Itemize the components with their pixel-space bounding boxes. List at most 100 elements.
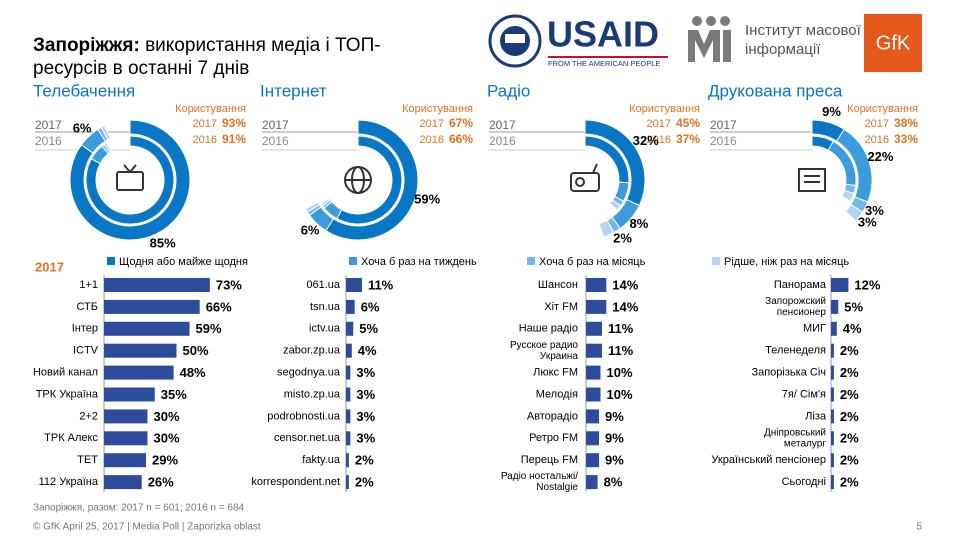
item-label: podrobnosti.ua bbox=[267, 410, 341, 422]
ring-label: 32% bbox=[633, 133, 659, 148]
item-label: Люкс FM bbox=[533, 367, 578, 379]
bar bbox=[586, 475, 598, 490]
item-label: fakty.ua bbox=[302, 454, 341, 466]
bar-value: 66% bbox=[206, 299, 232, 314]
bar-value: 30% bbox=[154, 431, 180, 446]
bar-value: 48% bbox=[180, 365, 206, 380]
item-label: korrespondent.net bbox=[251, 476, 340, 488]
bar bbox=[831, 453, 834, 468]
usage-year: 2016 bbox=[647, 134, 671, 146]
item-label: tsn.ua bbox=[310, 301, 341, 313]
bar bbox=[346, 475, 349, 490]
usage-label: Користування bbox=[175, 103, 246, 115]
item-label: zabor.zp.ua bbox=[283, 345, 341, 357]
donut: 9% 22% 3%3% bbox=[798, 104, 894, 229]
bar-value: 14% bbox=[612, 299, 638, 314]
bar-value: 50% bbox=[183, 343, 209, 358]
bar bbox=[586, 321, 602, 336]
usage-label: Користування bbox=[402, 103, 473, 115]
bar-value: 11% bbox=[608, 343, 634, 358]
item-label: металург bbox=[784, 438, 826, 449]
ring-segment bbox=[103, 142, 113, 154]
imi-logo bbox=[688, 16, 731, 62]
bar bbox=[346, 431, 351, 446]
item-label: Панорама bbox=[774, 279, 827, 291]
year-label: 2017 bbox=[710, 118, 737, 132]
usaid-text: USAID bbox=[547, 14, 659, 55]
bar-value: 2% bbox=[840, 475, 859, 490]
bar-value: 12% bbox=[854, 277, 880, 292]
bar bbox=[346, 453, 349, 468]
icon-part bbox=[116, 171, 144, 191]
usage-value: 37% bbox=[676, 132, 700, 146]
ring-label: 6% bbox=[301, 222, 320, 237]
bar-value: 10% bbox=[607, 365, 633, 380]
usage-value: 93% bbox=[222, 116, 246, 130]
item-label: Сьогодні bbox=[782, 476, 826, 488]
ring-label: 6% bbox=[73, 120, 92, 135]
bar bbox=[104, 387, 155, 402]
panel-title: Друкована преса bbox=[708, 81, 843, 100]
bar-value: 4% bbox=[358, 343, 377, 358]
year-label: 2016 bbox=[262, 134, 289, 148]
ring-label: 3% bbox=[865, 203, 884, 218]
ring-segment bbox=[100, 125, 112, 141]
item-label: Мелодія bbox=[536, 388, 578, 400]
item-label: misto.zp.ua bbox=[284, 388, 341, 400]
gfk-logo bbox=[864, 14, 922, 72]
item-label: Наше радіо bbox=[519, 323, 578, 335]
bar-value: 11% bbox=[608, 321, 634, 336]
ring-segment bbox=[69, 119, 191, 241]
icon-part bbox=[570, 172, 600, 192]
bar-value: 4% bbox=[843, 321, 862, 336]
bar bbox=[104, 365, 174, 380]
year-label: 2017 bbox=[489, 118, 516, 132]
legend-label: Щодня або майже щодня bbox=[119, 256, 248, 268]
item-label: ТРК Україна bbox=[36, 388, 99, 400]
icon-part bbox=[123, 164, 131, 173]
item-label: Ретро FM bbox=[529, 432, 578, 444]
item-label: пенсионер bbox=[777, 307, 827, 318]
usage-value: 91% bbox=[222, 132, 246, 146]
bar bbox=[104, 278, 210, 292]
usaid-logo bbox=[488, 14, 668, 68]
donut: 59% 6% bbox=[301, 119, 441, 241]
icon-part bbox=[798, 168, 826, 192]
bar-value: 2% bbox=[840, 431, 859, 446]
bar-value: 11% bbox=[368, 277, 394, 292]
bar bbox=[831, 278, 849, 292]
bar bbox=[586, 365, 601, 380]
bar bbox=[346, 321, 354, 336]
year-label: 2016 bbox=[710, 134, 737, 148]
bar-value: 2% bbox=[840, 453, 859, 468]
item-label: censor.net.ua bbox=[274, 432, 341, 444]
title-line: ресурсів в останні 7 днів bbox=[33, 58, 249, 79]
bar bbox=[586, 278, 607, 292]
bar-value: 29% bbox=[152, 453, 178, 468]
item-label: Дніпровський bbox=[764, 427, 826, 438]
panel-title: Телебачення bbox=[33, 81, 135, 100]
item-label: Nostalgie bbox=[536, 482, 578, 493]
item-label: Інтер bbox=[72, 323, 98, 335]
bar-value: 2% bbox=[355, 475, 374, 490]
item-label: 1+1 bbox=[79, 279, 98, 291]
year-label: 2016 bbox=[489, 134, 516, 148]
bar bbox=[104, 453, 147, 468]
donut: 32% 8%2% bbox=[570, 119, 659, 246]
bar bbox=[104, 321, 190, 336]
panel-title: Радіо bbox=[487, 81, 530, 100]
usage-year: 2016 bbox=[865, 134, 889, 146]
donut: 85% 6% bbox=[69, 119, 191, 251]
ring-segment bbox=[304, 201, 320, 213]
ring-segment bbox=[841, 189, 855, 202]
usage-year: 2016 bbox=[193, 134, 217, 146]
item-label: Русское радио bbox=[510, 340, 578, 351]
bar-value: 3% bbox=[356, 387, 375, 402]
item-label: Радіо ностальжі/ bbox=[501, 471, 578, 482]
bar bbox=[586, 387, 601, 402]
bar-value: 8% bbox=[604, 475, 623, 490]
year-label: 2016 bbox=[35, 134, 62, 148]
item-label: МИГ bbox=[803, 323, 826, 335]
ring-label: 9% bbox=[822, 104, 841, 119]
bar bbox=[831, 475, 834, 490]
